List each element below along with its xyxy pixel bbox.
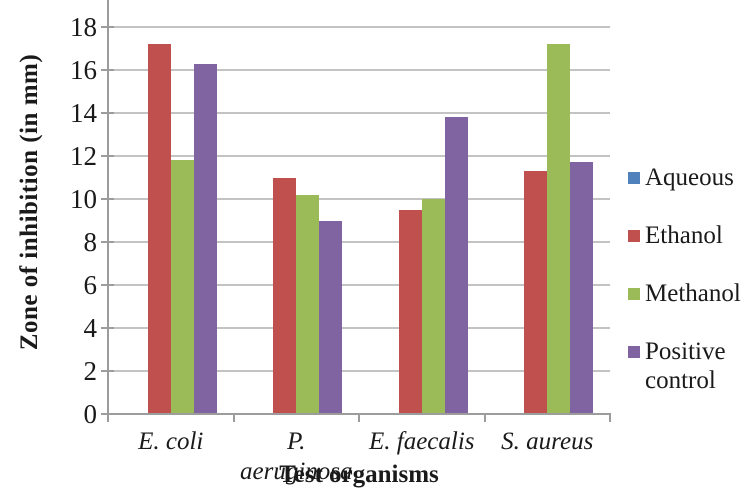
- y-tick-label-2: 2: [83, 356, 98, 386]
- y-tick-label-10: 10: [70, 184, 97, 214]
- y-tick-label-4: 4: [83, 313, 98, 343]
- gridline-y-8: [108, 241, 610, 243]
- y-axis-line: [107, 0, 109, 416]
- legend-item-aqueous: Aqueous: [628, 163, 749, 192]
- gridline-y-10: [108, 198, 610, 200]
- legend-label-positive-control: Positive control: [645, 338, 726, 394]
- x-category-label-e-faecalis: E. faecalis: [368, 428, 475, 455]
- gridline-y-14: [108, 112, 610, 114]
- legend-label-ethanol: Ethanol: [645, 222, 723, 249]
- legend-label-aqueous: Aqueous: [645, 164, 734, 191]
- x-tick-2: [358, 414, 360, 422]
- y-tick-12: [101, 155, 114, 157]
- y-tick-2: [101, 370, 114, 372]
- y-tick-10: [101, 198, 114, 200]
- y-tick-label-8: 8: [83, 227, 98, 257]
- x-tick-3: [483, 414, 486, 422]
- bar-methanol-e-coli: [170, 160, 194, 414]
- bar-positive-control-e-coli: [193, 63, 217, 414]
- y-tick-18: [101, 26, 114, 28]
- legend-swatch-ethanol: [628, 230, 640, 242]
- bar-ethanol-s-aureus: [524, 171, 548, 414]
- x-category-label-p-aeruginosa: P. aeruginosa: [240, 428, 353, 485]
- y-tick-label-6: 6: [83, 270, 98, 300]
- legend-item-methanol: Methanol: [628, 279, 749, 308]
- bar-methanol-p-aeruginosa: [296, 194, 320, 414]
- x-category-label-s-aureus: S. aureus: [501, 428, 594, 455]
- bar-positive-control-s-aureus: [570, 162, 594, 414]
- bar-ethanol-e-coli: [147, 44, 171, 414]
- gridline-y-18: [108, 26, 610, 28]
- bar-positive-control-p-aeruginosa: [319, 220, 343, 414]
- legend-swatch-methanol: [628, 288, 640, 300]
- legend-swatch-positive-control: [628, 346, 640, 358]
- bar-methanol-s-aureus: [547, 44, 571, 414]
- x-axis-title: Test organisms: [279, 461, 439, 488]
- gridline-y-6: [108, 284, 610, 286]
- gridline-y-16: [108, 69, 610, 71]
- gridline-y-12: [108, 155, 610, 157]
- legend-item-positive-control: Positive control: [628, 337, 749, 395]
- y-tick-label-18: 18: [70, 12, 97, 42]
- y-tick-6: [101, 284, 114, 286]
- x-tick-4: [609, 414, 611, 422]
- plot-area: [108, 0, 610, 414]
- x-category-label-e-coli: E. coli: [138, 428, 204, 455]
- legend: Aqueous Ethanol Methanol Positive control: [628, 163, 749, 395]
- legend-item-ethanol: Ethanol: [628, 221, 749, 250]
- y-tick-14: [101, 112, 114, 114]
- gridline-y-4: [108, 327, 610, 329]
- bar-methanol-e-faecalis: [421, 199, 445, 414]
- y-tick-label-14: 14: [70, 98, 97, 128]
- bar-ethanol-p-aeruginosa: [273, 177, 297, 414]
- gridline-y-2: [108, 370, 610, 372]
- x-tick-1: [232, 414, 235, 422]
- y-tick-label-0: 0: [83, 399, 98, 429]
- bar-ethanol-e-faecalis: [398, 209, 422, 414]
- bar-positive-control-e-faecalis: [444, 117, 468, 414]
- legend-swatch-aqueous: [628, 172, 640, 184]
- y-tick-label-16: 16: [70, 55, 97, 85]
- x-tick-0: [107, 414, 109, 422]
- y-axis-title: Zone of inhibition (in mm): [16, 53, 43, 351]
- y-tick-label-12: 12: [70, 141, 97, 171]
- y-tick-8: [101, 241, 114, 243]
- y-tick-4: [101, 327, 114, 329]
- y-tick-16: [101, 69, 114, 71]
- legend-label-methanol: Methanol: [645, 280, 741, 307]
